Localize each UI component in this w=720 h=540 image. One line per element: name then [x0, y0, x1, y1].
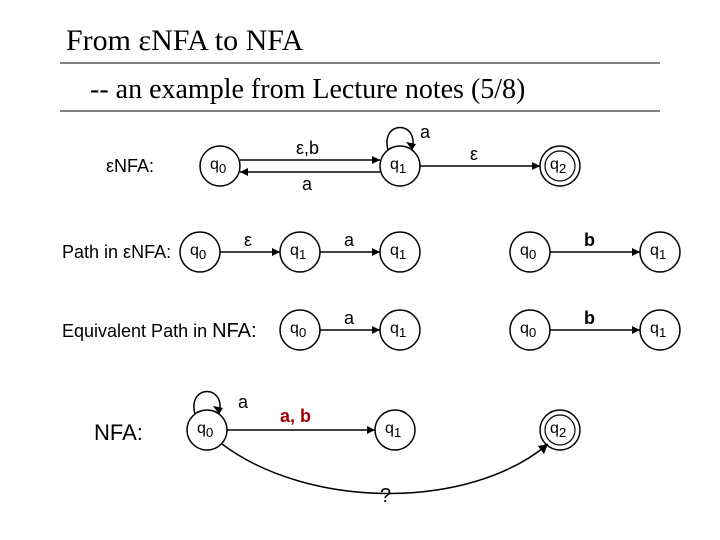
r4-ab-label: a, b	[280, 406, 311, 427]
r4-q0-label: q0	[197, 420, 213, 440]
r4-question: ?	[380, 485, 391, 508]
r4-q2-label: q2	[550, 420, 566, 440]
r4-self-label: a	[238, 392, 248, 413]
r4-q1-label: q1	[385, 420, 401, 440]
row4-diagram	[0, 0, 720, 540]
